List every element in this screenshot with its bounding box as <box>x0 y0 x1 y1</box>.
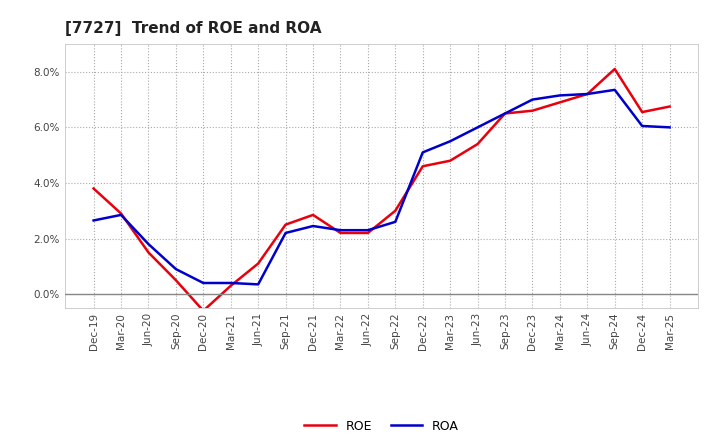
ROA <box>282 230 290 235</box>
ROE <box>665 104 674 109</box>
ROA <box>418 150 427 155</box>
Text: [7727]  Trend of ROE and ROA: [7727] Trend of ROE and ROA <box>65 21 321 36</box>
ROA <box>611 87 619 92</box>
ROE <box>309 212 318 217</box>
ROE <box>336 230 345 235</box>
Line: ROE: ROE <box>94 69 670 311</box>
ROE <box>638 110 647 115</box>
ROE <box>583 92 592 97</box>
Line: ROA: ROA <box>94 90 670 284</box>
ROE <box>500 111 509 116</box>
ROE <box>226 283 235 288</box>
ROA <box>144 242 153 247</box>
ROE <box>391 208 400 213</box>
ROE <box>282 222 290 227</box>
ROE <box>117 211 125 216</box>
ROA <box>226 280 235 286</box>
ROA <box>391 219 400 224</box>
ROE <box>446 158 454 163</box>
ROA <box>473 125 482 130</box>
ROA <box>309 224 318 229</box>
ROE <box>89 186 98 191</box>
ROA <box>583 92 592 97</box>
ROE <box>171 278 180 283</box>
ROE <box>144 250 153 255</box>
ROE <box>611 66 619 72</box>
ROE <box>418 164 427 169</box>
Legend: ROE, ROA: ROE, ROA <box>300 414 464 437</box>
ROE <box>254 261 263 266</box>
ROA <box>665 125 674 130</box>
ROE <box>364 230 372 235</box>
ROE <box>199 308 207 313</box>
ROA <box>528 97 537 102</box>
ROA <box>117 212 125 217</box>
ROA <box>556 93 564 98</box>
ROA <box>500 111 509 116</box>
ROA <box>364 227 372 233</box>
ROA <box>336 227 345 233</box>
ROA <box>171 267 180 272</box>
ROA <box>446 139 454 144</box>
ROE <box>473 141 482 147</box>
ROA <box>199 280 207 286</box>
ROE <box>556 100 564 105</box>
ROA <box>638 123 647 128</box>
ROA <box>254 282 263 287</box>
ROA <box>89 218 98 223</box>
ROE <box>528 108 537 114</box>
